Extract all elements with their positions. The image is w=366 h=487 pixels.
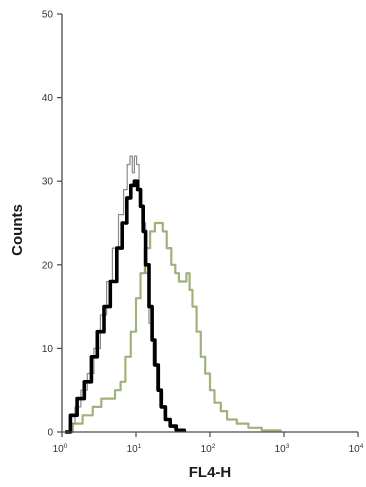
x-tick-label: 101 — [127, 443, 142, 455]
x-tick-exponent: 1 — [138, 443, 142, 450]
y-tick-label: 50 — [42, 10, 54, 21]
x-tick-base: 10 — [349, 444, 361, 455]
y-tick-label: 30 — [42, 177, 54, 188]
series-layer — [65, 155, 282, 434]
y-tick-label: 40 — [42, 93, 54, 104]
x-tick-exponent: 3 — [286, 443, 290, 450]
y-ticks: 0 10 20 30 40 50 — [42, 10, 62, 439]
x-tick-label: 100 — [53, 443, 68, 455]
y-axis-label: Counts — [9, 204, 26, 256]
histogram-series-1 — [66, 221, 282, 434]
y-tick-label: 0 — [47, 428, 53, 439]
x-tick-exponent: 0 — [64, 443, 68, 450]
x-tick-exponent: 2 — [212, 443, 216, 450]
histogram-series-3 — [65, 179, 187, 434]
x-tick-base: 10 — [275, 444, 287, 455]
x-tick-label: 103 — [275, 443, 290, 455]
x-tick-label: 102 — [201, 443, 216, 455]
x-tick-base: 10 — [53, 444, 65, 455]
y-tick-label: 20 — [42, 260, 54, 271]
x-axis-label: FL4-H — [189, 464, 232, 481]
x-tick-base: 10 — [201, 444, 213, 455]
x-ticks: 100 101 102 103 104 — [53, 432, 364, 455]
x-tick-label: 104 — [349, 443, 364, 455]
x-tick-exponent: 4 — [360, 443, 364, 450]
x-tick-base: 10 — [127, 444, 139, 455]
y-tick-label: 10 — [42, 344, 54, 355]
